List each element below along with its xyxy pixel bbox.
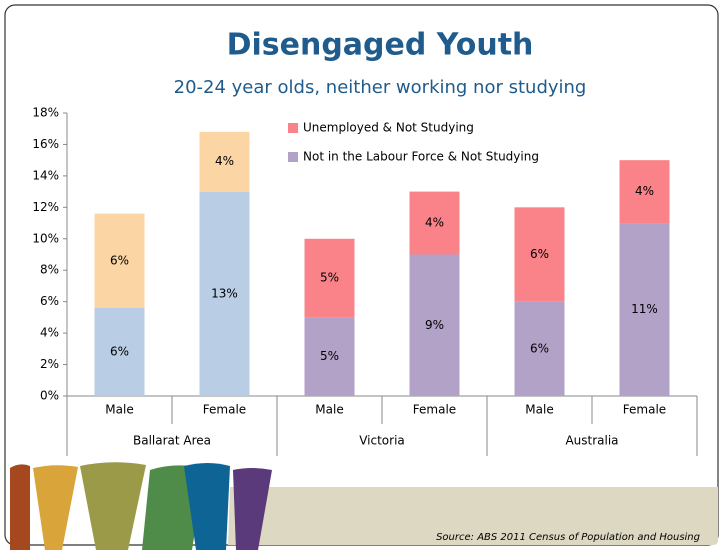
bar-segment <box>304 238 355 318</box>
bar-segment <box>409 254 460 396</box>
x-tick-label: Female <box>203 403 246 417</box>
bar-segment <box>199 131 250 192</box>
data-label: 6% <box>530 341 549 355</box>
bar-segment <box>409 191 460 255</box>
data-label: 4% <box>425 216 444 230</box>
group-label: Australia <box>565 434 618 448</box>
decor <box>80 462 146 550</box>
data-label: 6% <box>530 247 549 261</box>
bar-segment <box>94 213 145 308</box>
data-label: 6% <box>110 344 129 358</box>
y-tick-label: 10% <box>32 231 59 245</box>
y-tick-label: 6% <box>40 294 59 308</box>
source-note: Source: ABS 2011 Census of Population an… <box>436 532 700 543</box>
x-tick-label: Female <box>623 403 666 417</box>
bar-segment <box>94 307 145 396</box>
bar-segment <box>199 191 250 396</box>
bar-segment <box>304 317 355 396</box>
group-label: Victoria <box>359 434 405 448</box>
x-tick-label: Male <box>525 403 553 417</box>
decor <box>10 464 30 550</box>
y-tick-label: 16% <box>32 137 59 151</box>
y-tick-label: 8% <box>40 263 59 277</box>
x-tick-label: Male <box>105 403 133 417</box>
data-label: 6% <box>110 253 129 267</box>
data-label: 9% <box>425 318 444 332</box>
data-label: 13% <box>211 286 238 300</box>
data-label: 5% <box>320 349 339 363</box>
y-tick-label: 18% <box>32 106 59 120</box>
data-label: 4% <box>635 184 654 198</box>
x-tick-label: Male <box>315 403 343 417</box>
bar-segment <box>514 301 565 396</box>
legend-swatch <box>288 123 298 133</box>
data-label: 4% <box>215 154 234 168</box>
y-tick-label: 12% <box>32 200 59 214</box>
legend-swatch <box>288 152 298 162</box>
x-tick-label: Female <box>413 403 456 417</box>
legend-label: Unemployed & Not Studying <box>303 121 474 135</box>
legend-label: Not in the Labour Force & Not Studying <box>303 150 539 164</box>
group-label: Ballarat Area <box>133 434 211 448</box>
chart-subtitle: 20-24 year olds, neither working nor stu… <box>174 77 587 98</box>
decor-band <box>228 487 718 545</box>
y-tick-label: 4% <box>40 326 59 340</box>
bar-segment <box>619 223 670 396</box>
decor <box>184 463 230 550</box>
bar-segment <box>514 207 565 302</box>
decor <box>233 468 272 550</box>
data-label: 11% <box>631 302 658 316</box>
data-label: 5% <box>320 271 339 285</box>
decor <box>33 465 78 550</box>
y-tick-label: 14% <box>32 168 59 182</box>
bar-segment <box>619 160 670 224</box>
chart-title: Disengaged Youth <box>227 28 534 63</box>
y-tick-label: 2% <box>40 357 59 371</box>
y-tick-label: 0% <box>40 389 59 403</box>
